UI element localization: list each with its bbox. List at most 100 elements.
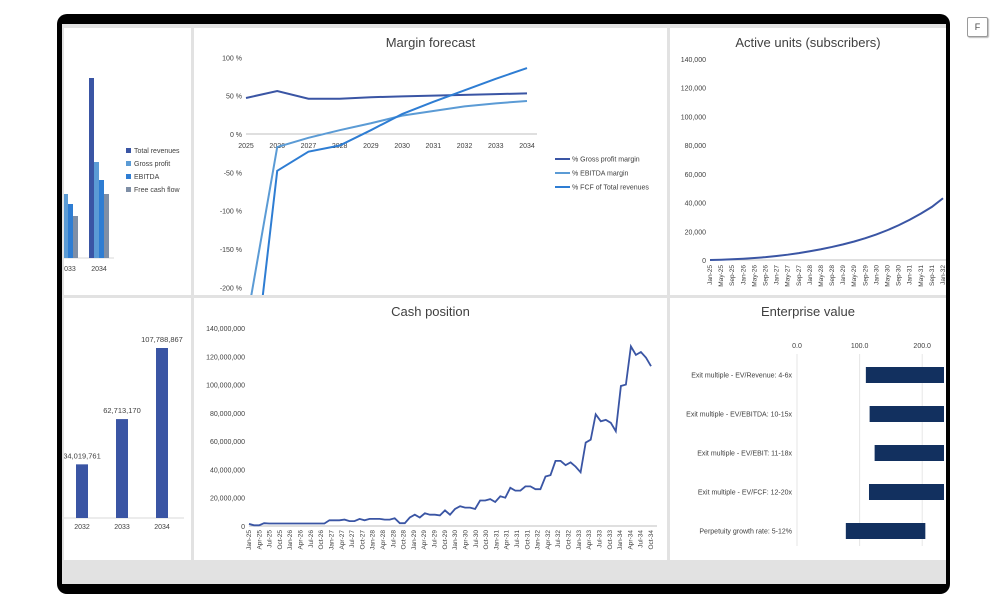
x-tick-label: 100.0 xyxy=(851,343,869,350)
x-tick-label: Oct-26 xyxy=(318,530,325,550)
x-tick-label: Apr-29 xyxy=(421,530,428,550)
x-tick-label: Jan-30 xyxy=(452,530,459,550)
x-tick-label: Sep-29 xyxy=(862,265,869,286)
x-tick-label: Oct-27 xyxy=(359,530,366,550)
x-tick-label: 2027 xyxy=(301,143,317,150)
x-tick-label: Jul-25 xyxy=(267,530,274,548)
y-tick-label: 100,000 xyxy=(681,114,706,121)
x-tick-label: Apr-32 xyxy=(545,530,552,550)
x-tick-label: Sep-31 xyxy=(929,265,936,286)
margin-forecast-chart: 100 % 50 % 0 % -50 % -100 % -150 % -200 % 2025 2… xyxy=(220,55,649,295)
legend-label: % Gross profit margin xyxy=(572,157,640,164)
x-tick-label: Sep-27 xyxy=(796,265,803,286)
range-bar-2 xyxy=(874,445,944,461)
x-tick-label: 2031 xyxy=(426,143,442,150)
x-tick-label: 2034 xyxy=(519,143,535,150)
x-tick-label: Jul-32 xyxy=(555,530,562,548)
x-tick-label: Jan-27 xyxy=(774,265,781,285)
bar-2033-s3 xyxy=(73,216,78,258)
x-tick-label: 2025 xyxy=(238,143,254,150)
bar-2034-s3 xyxy=(104,194,109,258)
x-tick-label: Jul-30 xyxy=(473,530,480,548)
range-bar-0 xyxy=(865,367,944,383)
range-bar-1 xyxy=(869,406,944,422)
x-tick-label: Oct-34 xyxy=(648,530,655,550)
bar-2032 xyxy=(76,464,88,518)
series-line xyxy=(248,343,652,527)
summary-top-chart: 2033 2034 Total revenues Gross profit EBITDA… xyxy=(64,78,180,273)
data-label: 62,713,170 xyxy=(103,406,141,415)
x-tick-label: Oct-31 xyxy=(524,530,531,550)
x-tick-label: Jan-32 xyxy=(940,265,946,285)
x-tick-label: 2030 xyxy=(394,143,410,150)
x-tick-label: Jan-27 xyxy=(328,530,335,550)
y-tick-label: 60,000,000 xyxy=(210,439,245,446)
f-button[interactable]: F xyxy=(967,17,988,37)
cash-position-chart: 140,000,000 120,000,000 100,000,000 80,000,… xyxy=(206,326,657,550)
legend-label: EBITDA xyxy=(134,174,160,181)
x-tick-label: Apr-25 xyxy=(256,530,263,550)
summary-bottom-chart: 34,019,761 2032 62,713,170 2033 107,788,867 2… xyxy=(64,335,184,531)
x-tick-label: Jan-29 xyxy=(840,265,847,285)
x-tick-label: 2033 xyxy=(64,266,76,273)
bar-2034-s1 xyxy=(94,162,99,258)
legend-label: Total revenues xyxy=(134,148,180,155)
enterprise-value-panel: Enterprise value 0.0 100.0 200.0 Exit multi… xyxy=(670,298,946,560)
bar-2034-s2 xyxy=(99,180,104,258)
y-tick-label: -150 % xyxy=(220,247,242,254)
cash-position-panel: Cash position 140,000,000 120,000,000 100,… xyxy=(194,298,667,560)
bar-2034 xyxy=(156,348,168,518)
x-tick-label: Oct-30 xyxy=(483,530,490,550)
x-tick-label: Jan-25 xyxy=(246,530,253,550)
bar-2034-s0 xyxy=(89,78,94,258)
enterprise-value-title: Enterprise value xyxy=(761,304,855,319)
x-tick-label: Jan-33 xyxy=(576,530,583,550)
x-tick-label: Oct-29 xyxy=(442,530,449,550)
active-units-chart: 140,000 120,000 100,000 80,000 60,000 40,000 2… xyxy=(681,57,946,287)
x-tick-label: 2033 xyxy=(488,143,504,150)
x-tick-label: Jul-31 xyxy=(514,530,521,548)
x-tick-label: Apr-34 xyxy=(627,530,634,550)
x-tick-label: May-26 xyxy=(751,265,758,287)
x-tick-label: Jan-26 xyxy=(287,530,294,550)
x-tick-label: May-31 xyxy=(918,265,925,287)
y-tick-label: -50 % xyxy=(224,170,242,177)
x-tick-label: Oct-33 xyxy=(607,530,614,550)
legend-label: % FCF of Total revenues xyxy=(572,185,649,192)
x-tick-label: Jan-26 xyxy=(740,265,747,285)
x-tick-label: 200.0 xyxy=(913,343,931,350)
legend-label: Gross profit xyxy=(134,161,170,168)
y-tick-label: 20,000,000 xyxy=(210,496,245,503)
x-tick-label: May-27 xyxy=(785,265,792,287)
y-tick-label: 120,000,000 xyxy=(206,354,245,361)
margin-forecast-title: Margin forecast xyxy=(385,35,476,50)
x-tick-label: 2032 xyxy=(457,143,473,150)
y-tick-label: 80,000,000 xyxy=(210,411,245,418)
range-bar-3 xyxy=(868,484,944,500)
x-tick-label: 2034 xyxy=(154,524,170,531)
y-tick-label: 100 % xyxy=(222,55,242,62)
legend-label: Free cash flow xyxy=(134,187,180,194)
x-tick-label: Sep-25 xyxy=(729,265,736,286)
bar-2033 xyxy=(116,419,128,518)
range-bar-4 xyxy=(845,523,926,539)
legend-swatch xyxy=(126,148,131,153)
summary-top-panel: 2033 2034 Total revenues Gross profit EBITDA… xyxy=(64,28,191,295)
summary-bottom-panel: 34,019,761 2032 62,713,170 2033 107,788,867 2… xyxy=(64,298,191,560)
x-tick-label: May-25 xyxy=(718,265,725,287)
y-tick-label: 140,000,000 xyxy=(206,326,245,333)
x-tick-label: 2034 xyxy=(91,266,107,273)
x-tick-label: Jan-30 xyxy=(873,265,880,285)
x-tick-label: Jul-29 xyxy=(432,530,439,548)
x-tick-label: Apr-27 xyxy=(339,530,346,550)
legend-swatch xyxy=(126,187,131,192)
cash-position-title: Cash position xyxy=(391,304,470,319)
legend-swatch xyxy=(126,174,131,179)
y-tick-label: 20,000 xyxy=(685,229,707,236)
y-tick-label: 0 xyxy=(702,258,706,265)
x-tick-label: Jul-27 xyxy=(349,530,356,548)
x-tick-label: Jan-29 xyxy=(411,530,418,550)
y-tick-label: -200 % xyxy=(220,285,242,292)
x-tick-label: Oct-25 xyxy=(277,530,284,550)
x-tick-label: Jan-25 xyxy=(707,265,714,285)
